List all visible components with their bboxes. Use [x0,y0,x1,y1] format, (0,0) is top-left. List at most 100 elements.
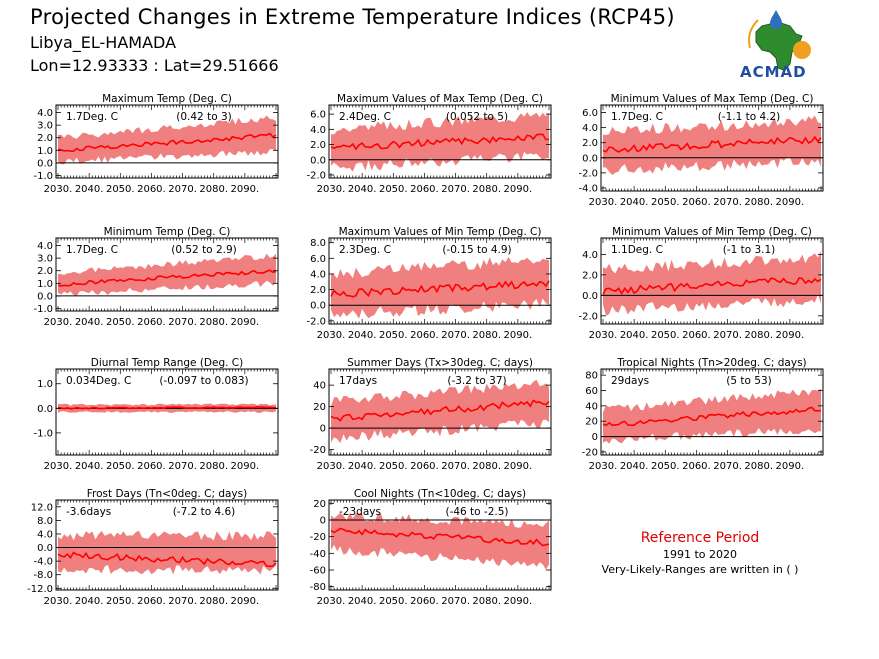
chart-panel: 80 60 40 20 0 -20 2030. 2040. 2050. 2060. 2070. 208… [582,357,824,472]
chart-panel: 6.0 4.0 2.0 0.0 -2.0 2030. 2040. 2050. 2060. 2070… [306,93,552,195]
x-tick-label: 2040. [620,461,649,472]
mean-series-line [602,135,822,153]
y-tick-label: 0 [592,432,598,443]
y-tick-label: 2.0 [310,140,326,151]
y-tick-label: 8.0 [37,516,53,527]
y-tick-label: 6.0 [310,110,326,121]
y-tick-label: 6.0 [582,108,598,119]
reference-legend: Reference Period 1991 to 2020 Very-Likel… [580,530,820,576]
chart-title: Diurnal Temp Range (Deg. C) [91,357,243,369]
y-tick-label: -8.0 [33,570,53,581]
x-tick-label: 2090. [776,461,805,472]
y-tick-label: 4.0 [582,123,598,134]
water-drop-icon [770,10,782,29]
y-tick-label: 3.0 [37,121,53,132]
x-tick-label: 2060. [137,461,166,472]
x-tick-label: 2080. [472,330,501,341]
mean-series-line [57,132,277,153]
range-label: (-1 to 3.1) [723,244,776,256]
x-tick-label: 2050. [106,317,135,328]
y-tick-label: -20 [582,447,598,458]
x-tick-label: 2040. [75,596,104,607]
logo-text: ACMAD [740,63,807,81]
y-tick-label: 2.0 [582,138,598,149]
range-label: (5 to 53) [726,375,771,387]
x-tick-label: 2030. [44,317,73,328]
y-tick-label: 2.0 [582,270,598,281]
x-tick-label: 2090. [504,184,533,195]
mean-series-line [57,269,277,287]
x-tick-label: 2080. [199,596,228,607]
range-label: (0.42 to 3) [176,111,231,123]
x-tick-label: 2040. [620,197,649,208]
x-tick-label: 2030. [589,330,618,341]
mean-series-line [330,399,550,422]
x-tick-label: 2070. [168,596,197,607]
header: Projected Changes in Extreme Temperature… [0,0,879,90]
x-tick-label: 2050. [651,330,680,341]
reference-note: Very-Likely-Ranges are written in ( ) [601,563,799,576]
value-label: 2.4Deg. C [339,111,391,123]
x-tick-label: 2060. [137,184,166,195]
mean-series-line [602,276,822,295]
y-tick-label: 0.0 [37,543,53,554]
x-tick-label: 2040. [75,461,104,472]
y-tick-label: 0.0 [310,301,326,312]
y-tick-label: -2.0 [306,316,326,327]
x-tick-label: 2040. [620,330,649,341]
value-label: -3.6days [66,506,111,518]
range-label: (-3.2 to 37) [447,375,506,387]
x-tick-label: 2050. [379,184,408,195]
africa-map-icon [755,21,803,71]
chart-title: Cool Nights (Tn<10deg. C; days) [354,488,526,500]
value-label: 29days [611,375,649,387]
y-tick-label: -60 [310,566,326,577]
y-tick-label: -2.0 [578,311,598,322]
chart-title: Minimum Values of Min Temp (Deg. C) [612,226,812,238]
y-tick-label: 0.0 [582,153,598,164]
x-tick-label: 2090. [504,461,533,472]
value-label: 0.034Deg. C [66,375,131,387]
x-tick-label: 2040. [348,184,377,195]
y-tick-label: 2.0 [37,266,53,277]
x-tick-label: 2070. [441,461,470,472]
range-label: (0.052 to 5) [446,111,508,123]
range-band [58,530,276,575]
chart-title: Summer Days (Tx>30deg. C; days) [347,357,533,369]
y-tick-label: 1.0 [37,279,53,290]
chart-title: Maximum Values of Min Temp (Deg. C) [339,226,542,238]
chart-panel: 1.0 0.0 -1.0 2030. 2040. 2050. 2060. 2070. 2080.… [33,357,279,472]
x-tick-label: 2030. [589,197,618,208]
x-tick-label: 2040. [348,596,377,607]
y-tick-label: 40 [585,401,598,412]
mean-series-line [330,280,550,298]
range-band [58,115,276,165]
x-tick-label: 2080. [199,461,228,472]
x-tick-label: 2080. [472,184,501,195]
x-tick-label: 2090. [231,317,260,328]
y-tick-label: 80 [585,371,598,382]
x-tick-label: 2080. [199,317,228,328]
x-tick-label: 2070. [441,330,470,341]
y-tick-label: 6.0 [310,254,326,265]
range-label: (0.52 to 2.9) [171,244,237,256]
sun-icon [793,41,811,59]
y-tick-label: 20 [585,417,598,428]
range-band [603,388,821,444]
value-label: 1.7Deg. C [611,111,663,123]
y-tick-label: 8.0 [310,238,326,249]
chart-title: Minimum Temp (Deg. C) [104,226,231,238]
y-tick-label: -4.0 [33,557,53,568]
location-label: Libya_EL-HAMADA [30,33,177,52]
x-tick-label: 2030. [317,184,346,195]
x-tick-label: 2050. [106,184,135,195]
x-tick-label: 2030. [317,330,346,341]
x-tick-label: 2050. [379,596,408,607]
y-tick-label: 0.0 [310,155,326,166]
range-band [58,253,276,296]
x-tick-label: 2090. [504,596,533,607]
